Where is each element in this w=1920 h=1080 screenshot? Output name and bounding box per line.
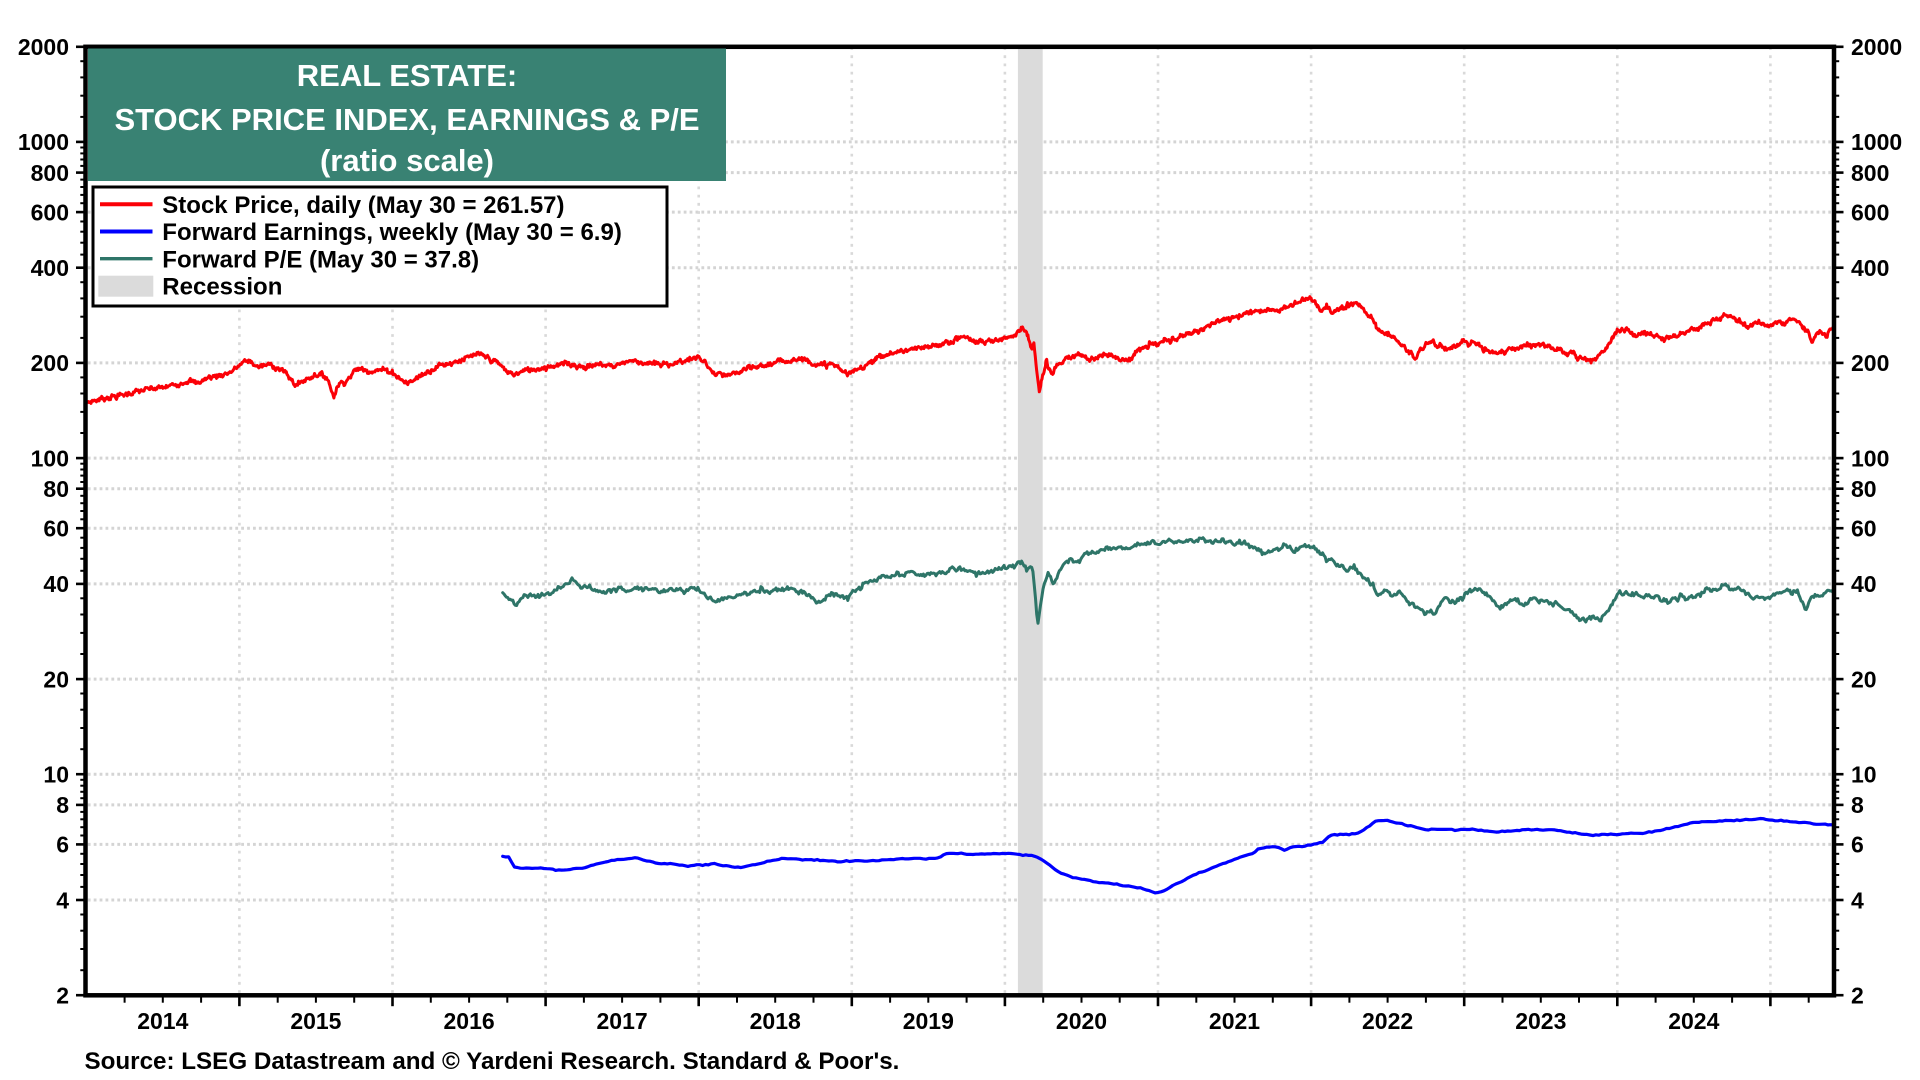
svg-text:60: 60	[43, 516, 69, 542]
svg-text:2018: 2018	[750, 1008, 801, 1034]
svg-text:80: 80	[1851, 476, 1877, 502]
svg-text:2024: 2024	[1668, 1008, 1719, 1034]
svg-text:10: 10	[43, 762, 69, 788]
svg-text:2020: 2020	[1056, 1008, 1107, 1034]
svg-text:2000: 2000	[1851, 34, 1902, 60]
svg-text:2014: 2014	[137, 1008, 188, 1034]
svg-text:20: 20	[1851, 666, 1877, 692]
svg-text:Stock Price, daily (May 30 = 2: Stock Price, daily (May 30 = 261.57)	[162, 192, 564, 219]
svg-text:2000: 2000	[18, 34, 69, 60]
svg-text:60: 60	[1851, 516, 1877, 542]
svg-text:100: 100	[31, 445, 69, 471]
svg-text:(ratio scale): (ratio scale)	[320, 143, 494, 178]
svg-text:8: 8	[56, 792, 69, 818]
svg-text:6: 6	[56, 832, 69, 858]
svg-text:STOCK PRICE INDEX, EARNINGS &: STOCK PRICE INDEX, EARNINGS & P/E	[114, 102, 699, 137]
svg-text:REAL ESTATE:: REAL ESTATE:	[297, 58, 517, 93]
svg-text:200: 200	[1851, 350, 1889, 376]
svg-text:10: 10	[1851, 762, 1877, 788]
svg-text:2: 2	[1851, 983, 1864, 1009]
svg-text:600: 600	[31, 199, 69, 225]
svg-text:Source: LSEG Datastream and ©: Source: LSEG Datastream and © Yardeni Re…	[85, 1048, 900, 1075]
svg-text:4: 4	[1851, 887, 1864, 913]
svg-text:100: 100	[1851, 445, 1889, 471]
svg-text:Forward Earnings, weekly (May: Forward Earnings, weekly (May 30 = 6.9)	[162, 219, 622, 246]
svg-text:8: 8	[1851, 792, 1864, 818]
svg-text:1000: 1000	[18, 129, 69, 155]
svg-text:400: 400	[1851, 255, 1889, 281]
svg-text:2016: 2016	[444, 1008, 495, 1034]
svg-text:2022: 2022	[1362, 1008, 1413, 1034]
svg-text:2023: 2023	[1515, 1008, 1566, 1034]
svg-text:40: 40	[43, 571, 69, 597]
svg-text:2021: 2021	[1209, 1008, 1260, 1034]
svg-text:Forward P/E (May 30 = 37.8): Forward P/E (May 30 = 37.8)	[162, 246, 479, 273]
svg-text:4: 4	[56, 887, 69, 913]
svg-text:Recession: Recession	[162, 274, 282, 301]
svg-text:200: 200	[31, 350, 69, 376]
svg-text:40: 40	[1851, 571, 1877, 597]
svg-text:2015: 2015	[290, 1008, 341, 1034]
svg-text:800: 800	[1851, 160, 1889, 186]
svg-text:80: 80	[43, 476, 69, 502]
svg-text:2019: 2019	[903, 1008, 954, 1034]
svg-text:20: 20	[43, 666, 69, 692]
svg-text:400: 400	[31, 255, 69, 281]
svg-text:2017: 2017	[597, 1008, 648, 1034]
svg-text:1000: 1000	[1851, 129, 1902, 155]
svg-text:600: 600	[1851, 199, 1889, 225]
svg-text:2: 2	[56, 983, 69, 1009]
svg-text:6: 6	[1851, 832, 1864, 858]
svg-text:800: 800	[31, 160, 69, 186]
